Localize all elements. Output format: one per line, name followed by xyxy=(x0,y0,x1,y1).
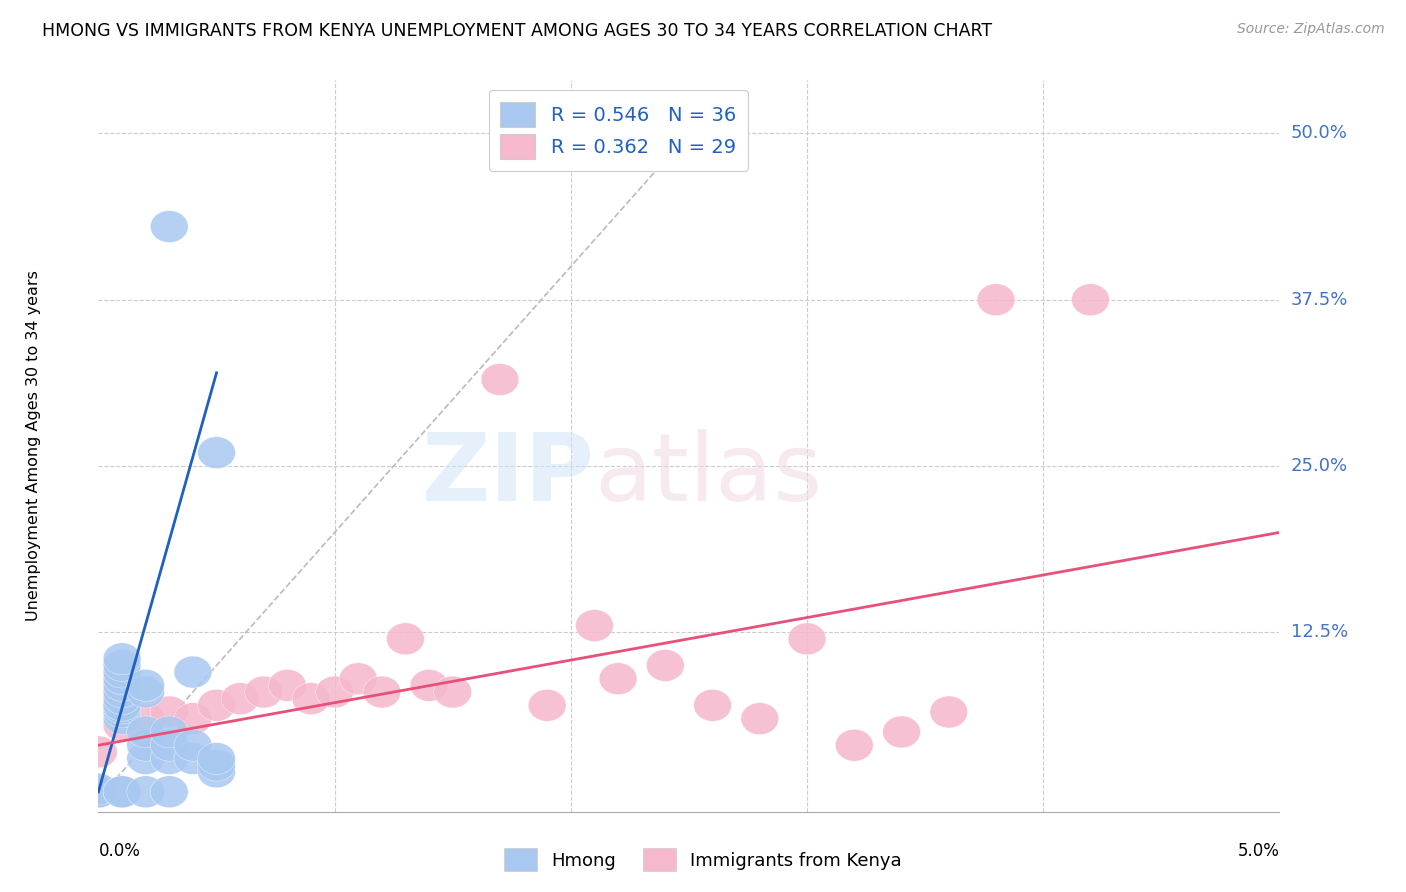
Ellipse shape xyxy=(339,663,377,695)
Ellipse shape xyxy=(127,716,165,747)
Ellipse shape xyxy=(789,623,825,655)
Text: Unemployment Among Ages 30 to 34 years: Unemployment Among Ages 30 to 34 years xyxy=(25,270,41,622)
Ellipse shape xyxy=(103,776,141,808)
Ellipse shape xyxy=(198,749,235,781)
Ellipse shape xyxy=(977,284,1015,316)
Ellipse shape xyxy=(150,211,188,243)
Ellipse shape xyxy=(411,669,449,701)
Ellipse shape xyxy=(127,742,165,774)
Ellipse shape xyxy=(150,716,188,747)
Ellipse shape xyxy=(103,709,141,741)
Ellipse shape xyxy=(174,657,212,688)
Ellipse shape xyxy=(198,437,235,468)
Ellipse shape xyxy=(127,776,165,808)
Ellipse shape xyxy=(316,676,353,708)
Ellipse shape xyxy=(103,703,141,735)
Ellipse shape xyxy=(103,657,141,688)
Ellipse shape xyxy=(221,682,259,714)
Ellipse shape xyxy=(481,364,519,395)
Ellipse shape xyxy=(150,730,188,761)
Text: 50.0%: 50.0% xyxy=(1291,125,1347,143)
Ellipse shape xyxy=(198,690,235,722)
Legend: R = 0.546   N = 36, R = 0.362   N = 29: R = 0.546 N = 36, R = 0.362 N = 29 xyxy=(488,90,748,171)
Ellipse shape xyxy=(835,730,873,761)
Text: Source: ZipAtlas.com: Source: ZipAtlas.com xyxy=(1237,22,1385,37)
Ellipse shape xyxy=(198,742,235,774)
Text: 0.0%: 0.0% xyxy=(98,842,141,860)
Ellipse shape xyxy=(103,643,141,674)
Text: 25.0%: 25.0% xyxy=(1291,457,1348,475)
Ellipse shape xyxy=(127,730,165,761)
Ellipse shape xyxy=(599,663,637,695)
Ellipse shape xyxy=(198,756,235,788)
Ellipse shape xyxy=(80,776,117,808)
Ellipse shape xyxy=(103,776,141,808)
Ellipse shape xyxy=(150,742,188,774)
Ellipse shape xyxy=(529,690,567,722)
Ellipse shape xyxy=(103,649,141,681)
Ellipse shape xyxy=(174,742,212,774)
Ellipse shape xyxy=(103,692,141,724)
Ellipse shape xyxy=(150,696,188,728)
Ellipse shape xyxy=(103,663,141,695)
Ellipse shape xyxy=(103,690,141,722)
Ellipse shape xyxy=(127,669,165,701)
Ellipse shape xyxy=(103,669,141,701)
Ellipse shape xyxy=(741,703,779,735)
Ellipse shape xyxy=(80,776,117,808)
Text: HMONG VS IMMIGRANTS FROM KENYA UNEMPLOYMENT AMONG AGES 30 TO 34 YEARS CORRELATIO: HMONG VS IMMIGRANTS FROM KENYA UNEMPLOYM… xyxy=(42,22,993,40)
Ellipse shape xyxy=(80,776,117,808)
Ellipse shape xyxy=(103,676,141,708)
Ellipse shape xyxy=(647,649,685,681)
Ellipse shape xyxy=(150,776,188,808)
Ellipse shape xyxy=(434,676,471,708)
Text: 5.0%: 5.0% xyxy=(1237,842,1279,860)
Ellipse shape xyxy=(929,696,967,728)
Text: 12.5%: 12.5% xyxy=(1291,624,1348,641)
Ellipse shape xyxy=(693,690,731,722)
Text: 37.5%: 37.5% xyxy=(1291,291,1348,309)
Text: ZIP: ZIP xyxy=(422,429,595,521)
Ellipse shape xyxy=(575,609,613,641)
Ellipse shape xyxy=(174,703,212,735)
Ellipse shape xyxy=(80,776,117,808)
Ellipse shape xyxy=(883,716,921,747)
Ellipse shape xyxy=(103,696,141,728)
Ellipse shape xyxy=(127,676,165,708)
Legend: Hmong, Immigrants from Kenya: Hmong, Immigrants from Kenya xyxy=(498,841,908,879)
Ellipse shape xyxy=(245,676,283,708)
Ellipse shape xyxy=(103,682,141,714)
Ellipse shape xyxy=(269,669,307,701)
Ellipse shape xyxy=(80,773,117,805)
Ellipse shape xyxy=(1071,284,1109,316)
Ellipse shape xyxy=(174,730,212,761)
Ellipse shape xyxy=(292,682,330,714)
Ellipse shape xyxy=(127,703,165,735)
Ellipse shape xyxy=(387,623,425,655)
Ellipse shape xyxy=(80,736,117,768)
Ellipse shape xyxy=(363,676,401,708)
Text: atlas: atlas xyxy=(595,429,823,521)
